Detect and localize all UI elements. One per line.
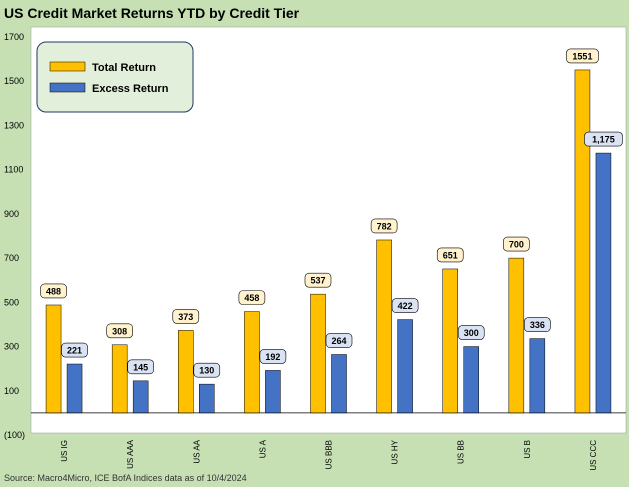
bar-excess [397,319,413,414]
data-label-box-excess [193,362,221,378]
bar-total [111,344,128,414]
y-tick-label: 100 [4,386,19,396]
category-label: US AAA [126,439,135,469]
category-label: US CCC [589,440,598,471]
data-label-excess: 221 [67,346,82,356]
data-label-total: 488 [46,286,61,296]
bar-excess [66,363,83,414]
data-label-excess: 192 [265,352,280,362]
data-label-box-total [238,290,266,305]
bar-total [508,257,525,414]
data-label-excess: 145 [133,362,148,372]
data-label-excess: 1,175 [592,135,615,145]
data-label-box-excess [391,298,419,313]
y-tick-label: 500 [4,297,19,307]
data-label-box-excess [457,325,485,340]
bar-excess [199,383,215,414]
category-label: US HY [391,439,400,464]
legend: Total Return Excess Return [36,41,194,113]
data-label-box-total [566,48,599,64]
legend-label-total: Total Return [92,62,156,74]
bar-total [178,330,194,414]
bars [45,69,612,414]
bar-excess [595,152,612,414]
category-label: US AA [192,439,201,463]
y-tick-label: 1300 [4,120,24,130]
data-label-excess: 130 [199,366,214,376]
data-label-box-excess [127,359,154,375]
data-label-total: 373 [178,312,193,322]
category-label: US B [523,440,532,459]
data-label-box-total [304,272,332,288]
data-label-total: 651 [443,250,458,260]
category-label: US IG [60,440,69,462]
source-note: Source: Macro4Micro, ICE BofA Indices da… [4,473,247,483]
y-tick-label: 300 [4,342,19,352]
bar-excess [132,380,149,414]
legend-label-excess: Excess Return [92,83,169,95]
bar-excess [331,354,347,414]
y-tick-label: 1700 [4,32,24,42]
bar-total [310,293,326,414]
data-label-box-excess [259,349,287,364]
bar-total [45,304,62,414]
bar-excess [529,338,546,414]
data-label-box-total [436,247,464,263]
y-tick-label: (100) [4,430,25,440]
bar-excess [265,370,281,414]
data-label-total: 1551 [572,51,592,61]
legend-box [36,41,194,113]
legend-swatch-total [49,61,86,72]
bar-excess [463,346,479,414]
data-label-excess: 422 [398,301,413,311]
data-labels: 488 221 308 145 373 130 458 192 537 264 782 422 651 3… [40,48,623,378]
bar-total [244,311,260,414]
category-label: US BBB [325,440,334,469]
data-label-box-total [40,283,67,299]
category-axis: US IG US AAA US AA US A US BBB US HY US BB US B… [60,439,598,470]
data-label-box-total [370,218,398,234]
data-label-box-excess [61,342,88,358]
bar-total [442,268,458,414]
data-label-excess: 336 [530,320,545,330]
category-label: US A [258,439,267,458]
data-label-total: 700 [509,240,524,250]
data-label-excess: 264 [331,336,346,346]
chart-title: US Credit Market Returns YTD by Credit T… [4,5,300,21]
data-label-box-excess [584,131,623,147]
y-tick-label: 1100 [4,165,23,175]
data-label-box-total [503,236,530,252]
data-label-excess: 300 [464,328,479,338]
category-label: US BB [457,440,466,464]
data-label-box-excess [325,333,353,348]
bar-total [574,69,591,414]
data-label-total: 782 [377,221,392,231]
data-label-box-total [106,323,133,339]
data-label-total: 537 [310,276,325,286]
y-axis: (100) 100 300 500 700 900 1100 1300 1500 1700 [4,32,626,440]
bar-total [376,239,392,414]
legend-swatch-excess [49,82,86,93]
y-tick-label: 1500 [4,76,24,86]
data-label-box-total [172,309,200,324]
y-tick-label: 700 [4,253,19,263]
data-label-total: 458 [244,293,259,303]
y-tick-label: 900 [4,209,19,219]
data-label-box-excess [524,317,551,332]
data-label-total: 308 [112,326,127,336]
